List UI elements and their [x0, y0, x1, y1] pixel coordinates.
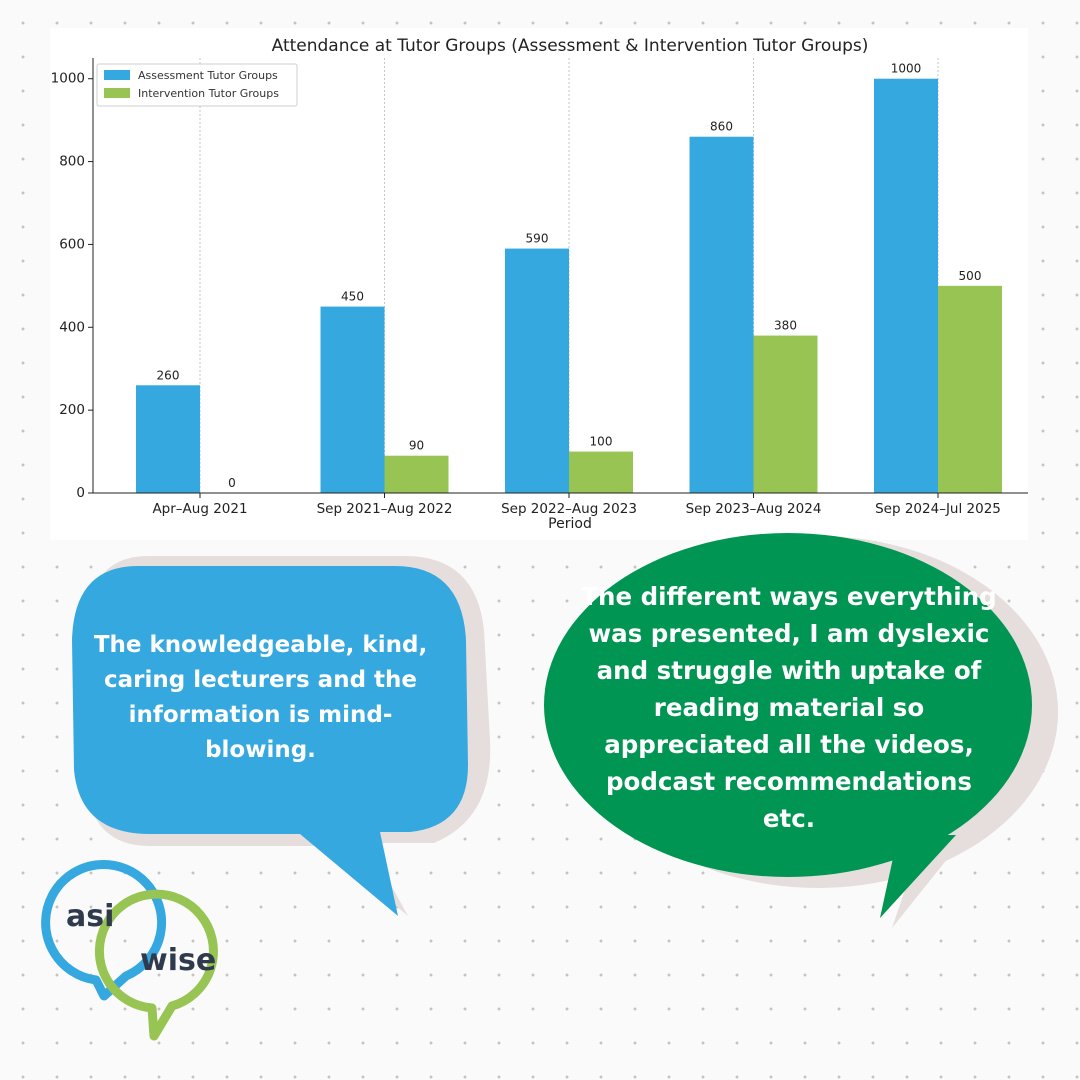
y-tick-label: 1000	[51, 71, 85, 87]
quote-right-text: The different ways everything was presen…	[581, 582, 997, 833]
bar	[938, 285, 1002, 493]
x-axis-label: Period	[548, 516, 592, 532]
left-bubble	[72, 566, 468, 916]
legend-label-assessment: Assessment Tutor Groups	[138, 69, 278, 82]
chart-title: Attendance at Tutor Groups (Assessment &…	[272, 36, 869, 56]
y-tick-label: 0	[76, 485, 85, 501]
bar	[753, 335, 818, 493]
logo-blue-bubble	[41, 860, 167, 1001]
y-tick-label: 400	[59, 319, 85, 335]
quote-left-text: The knowledgeable, kind, caring lecturer…	[93, 632, 428, 763]
bar	[136, 385, 200, 493]
x-tick-label: Apr–Aug 2021	[152, 501, 247, 517]
bar-value-label: 380	[774, 319, 797, 333]
bar-value-label: 260	[157, 368, 180, 382]
chart-panel: Attendance at Tutor Groups (Assessment &…	[50, 28, 1028, 540]
legend-label-intervention: Intervention Tutor Groups	[138, 87, 279, 100]
chart-legend: Assessment Tutor Groups Intervention Tut…	[96, 63, 298, 107]
logo-word-asi: asi	[66, 899, 114, 934]
bar	[505, 248, 569, 493]
x-tick-label: Sep 2023–Aug 2024	[686, 501, 822, 517]
bar	[320, 306, 385, 493]
bar	[874, 78, 938, 493]
x-tick-label: Sep 2022–Aug 2023	[501, 501, 637, 517]
bar-value-label: 860	[710, 120, 733, 134]
bar	[689, 136, 754, 493]
bar-value-label: 450	[341, 290, 364, 304]
bar-value-label: 500	[959, 269, 982, 283]
bar-value-label: 590	[526, 232, 549, 246]
bar	[384, 455, 449, 493]
right-bubble	[544, 533, 1032, 918]
x-tick-label: Sep 2024–Jul 2025	[875, 501, 1001, 517]
bar-chart: Attendance at Tutor Groups (Assessment &…	[51, 36, 1028, 532]
y-tick-label: 200	[59, 402, 85, 418]
bar-value-label: 90	[409, 439, 424, 453]
x-tick-label: Sep 2021–Aug 2022	[317, 501, 453, 517]
logo-green-bubble	[94, 889, 218, 1041]
asiwise-logo: asi wise	[41, 860, 218, 1041]
bar-value-label: 1000	[891, 62, 922, 76]
bar-value-label: 100	[590, 435, 613, 449]
legend-swatch-assessment	[104, 70, 130, 80]
bar-value-label: 0	[228, 476, 236, 490]
y-tick-label: 600	[59, 236, 85, 252]
y-tick-label: 800	[59, 154, 85, 170]
logo-word-wise: wise	[140, 943, 216, 978]
legend-swatch-intervention	[104, 88, 130, 98]
bar	[569, 451, 633, 493]
